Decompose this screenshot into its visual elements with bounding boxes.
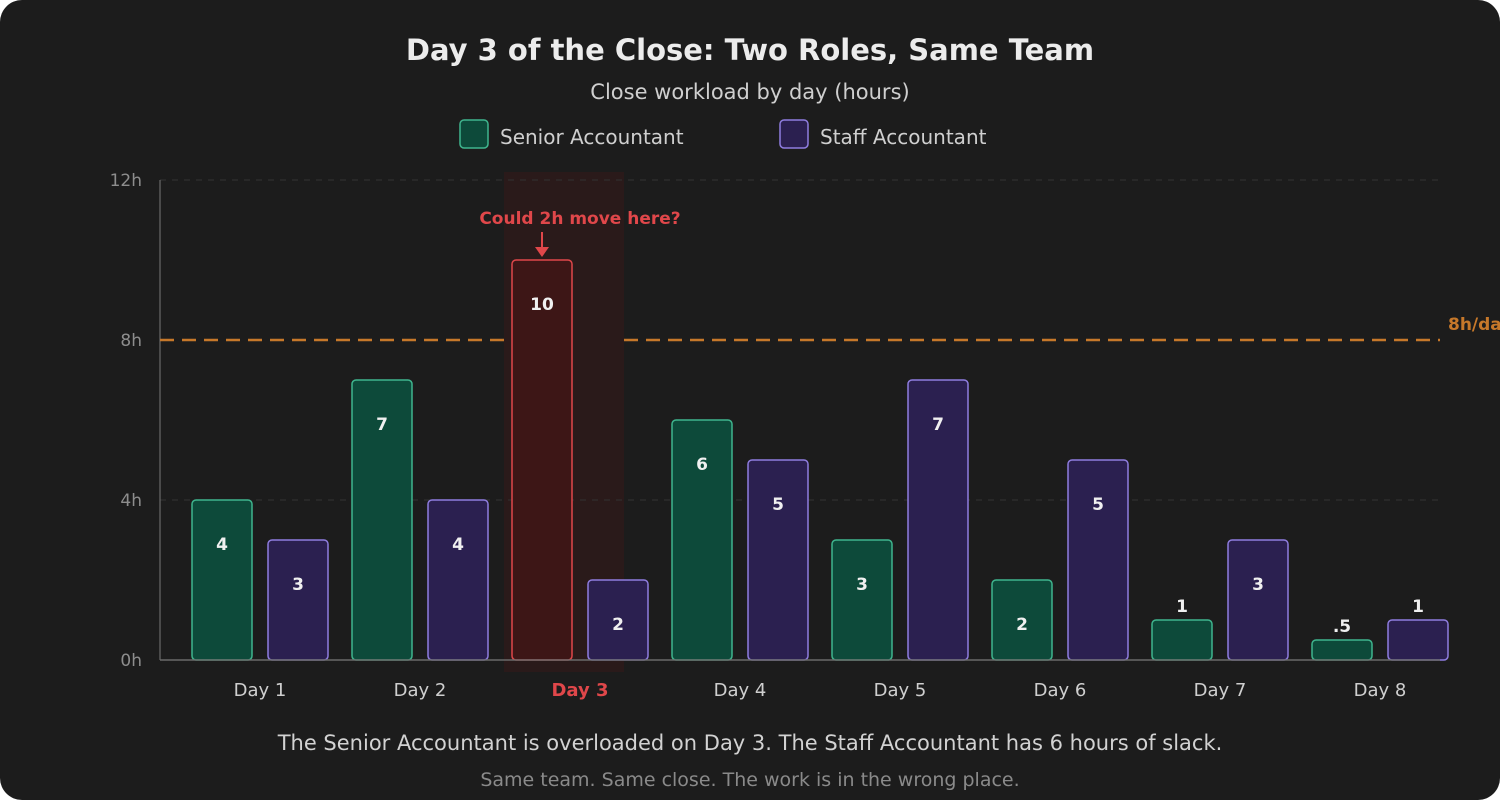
bar-staff-accountant-day-2 xyxy=(427,499,489,661)
y-tick-label: 0h xyxy=(120,651,142,671)
value-label-senior-accountant-day-7: 1 xyxy=(1176,597,1188,617)
x-tick-label-day-3: Day 3 xyxy=(551,680,608,701)
annotation-text: Could 2h move here? xyxy=(479,209,680,229)
value-label-senior-accountant-day-2: 7 xyxy=(376,415,388,435)
x-tick-label-day-1: Day 1 xyxy=(234,680,287,701)
chart-note: Same team. Same close. The work is in th… xyxy=(480,769,1019,791)
value-label-staff-accountant-day-4: 5 xyxy=(772,495,784,515)
annotation-arrow-head xyxy=(535,247,549,257)
bar-senior-accountant-day-1 xyxy=(191,499,253,661)
value-label-senior-accountant-day-3: 10 xyxy=(530,295,554,315)
value-label-senior-accountant-day-5: 3 xyxy=(856,575,868,595)
value-label-staff-accountant-day-5: 7 xyxy=(932,415,944,435)
x-tick-label-day-8: Day 8 xyxy=(1354,680,1407,701)
legend-label-staff-accountant: Staff Accountant xyxy=(820,125,987,149)
reference-line-label: 8h/day xyxy=(1448,315,1500,335)
x-tick-label-day-2: Day 2 xyxy=(394,680,447,701)
bar-senior-accountant-day-3 xyxy=(511,259,573,661)
chart-caption: The Senior Accountant is overloaded on D… xyxy=(277,731,1223,755)
bar-staff-accountant-day-4 xyxy=(747,459,809,661)
y-tick-label: 4h xyxy=(120,491,142,511)
chart-subtitle: Close workload by day (hours) xyxy=(590,80,909,104)
value-label-senior-accountant-day-6: 2 xyxy=(1016,615,1028,635)
bar-staff-accountant-day-1 xyxy=(267,539,329,661)
value-label-senior-accountant-day-4: 6 xyxy=(696,455,708,475)
bar-staff-accountant-day-6 xyxy=(1067,459,1129,661)
value-label-staff-accountant-day-2: 4 xyxy=(452,535,464,555)
value-label-staff-accountant-day-8: 1 xyxy=(1412,597,1424,617)
y-tick-label: 8h xyxy=(120,331,142,351)
x-tick-label-day-7: Day 7 xyxy=(1194,680,1247,701)
bar-senior-accountant-day-8 xyxy=(1311,639,1373,661)
bar-senior-accountant-day-7 xyxy=(1151,619,1213,661)
legend-label-senior-accountant: Senior Accountant xyxy=(500,125,684,149)
value-label-senior-accountant-day-1: 4 xyxy=(216,535,228,555)
x-tick-label-day-6: Day 6 xyxy=(1034,680,1087,701)
value-label-staff-accountant-day-7: 3 xyxy=(1252,575,1264,595)
chart-title: Day 3 of the Close: Two Roles, Same Team xyxy=(406,33,1094,67)
x-tick-label-day-5: Day 5 xyxy=(874,680,927,701)
x-tick-label-day-4: Day 4 xyxy=(714,680,767,701)
bar-staff-accountant-day-8 xyxy=(1387,619,1449,661)
legend-swatch-staff-accountant xyxy=(779,119,809,149)
legend-swatch-senior-accountant xyxy=(459,119,489,149)
bar-senior-accountant-day-5 xyxy=(831,539,893,661)
legend: Senior Accountant Staff Accountant xyxy=(459,119,987,149)
bar-staff-accountant-day-7 xyxy=(1227,539,1289,661)
value-label-senior-accountant-day-8: .5 xyxy=(1333,617,1351,637)
value-label-staff-accountant-day-3: 2 xyxy=(612,615,624,635)
y-tick-label: 12h xyxy=(110,171,142,191)
value-label-staff-accountant-day-6: 5 xyxy=(1092,495,1104,515)
plot-area: 0h 4h 8h 12h 8h/day 4 3 Day 1 7 4 Day 2 10 2 Day 3 6 5 D… xyxy=(110,171,1500,701)
value-label-staff-accountant-day-1: 3 xyxy=(292,575,304,595)
